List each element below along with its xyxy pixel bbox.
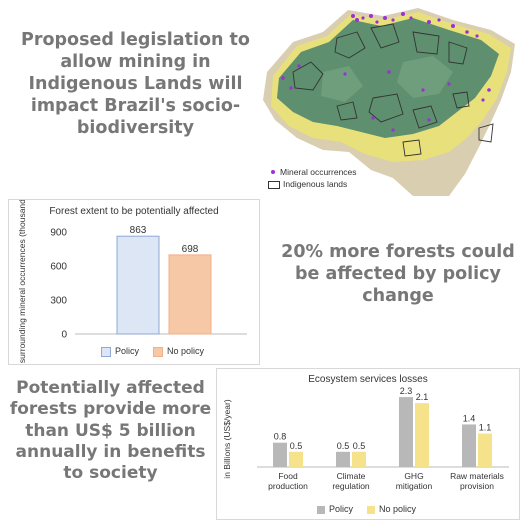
y-tick-label: 600 — [50, 262, 67, 273]
ecosystem-services-legend: Policy No policy — [317, 504, 416, 514]
map-image — [263, 8, 515, 196]
data-label: 0.8 — [274, 432, 287, 442]
x-tick-label: GHG — [404, 471, 423, 481]
data-label: 698 — [182, 244, 199, 255]
bar-no-policy — [168, 254, 212, 335]
bar-policy — [116, 235, 160, 335]
x-tick-label: mitigation — [396, 481, 433, 491]
bar-policy — [273, 442, 287, 467]
chart-title: Ecosystem services losses — [308, 374, 428, 385]
mineral-dot-icon — [271, 170, 275, 175]
bar-no-policy — [415, 403, 429, 467]
headline-benefits: Potentially affected forests provide mor… — [9, 378, 212, 483]
forest-extent-chart: Forest extent to be potentially affected… — [8, 199, 260, 365]
forest-extent-legend: Policy No policy — [101, 346, 204, 357]
y-axis-label: in Billions (US$/year) — [222, 399, 232, 479]
legend-policy: Policy — [101, 346, 139, 357]
y-tick-label: 300 — [50, 296, 67, 307]
bar-policy — [399, 397, 413, 467]
x-tick-label: regulation — [332, 481, 370, 491]
headline-legislation: Proposed legislation to allow mining in … — [21, 30, 250, 138]
data-label: 0.5 — [353, 441, 366, 451]
brazil-map — [253, 2, 521, 198]
x-tick-label: production — [268, 481, 308, 491]
bar-policy — [336, 451, 350, 467]
legend-no-policy: No policy — [153, 346, 204, 357]
y-tick-label: 0 — [61, 330, 67, 341]
headline-forests: 20% more forests could be affected by po… — [281, 242, 515, 306]
outline-box-icon — [268, 180, 280, 189]
x-tick-label: provision — [460, 481, 494, 491]
ecosystem-services-chart: Ecosystem services losses in Billions (U… — [216, 368, 520, 520]
data-label: 1.1 — [479, 423, 492, 433]
map-legend: Mineral occurrences Indigenous lands — [268, 166, 357, 190]
chart-title: Forest extent to be potentially affected — [49, 206, 219, 217]
map-legend-indigenous: Indigenous lands — [268, 178, 357, 190]
y-tick-label: 900 — [50, 228, 67, 239]
x-tick-label: Food — [278, 471, 298, 481]
bar-no-policy — [352, 451, 366, 467]
bar-no-policy — [478, 433, 492, 467]
x-tick-label: Climate — [337, 471, 366, 481]
data-label: 2.1 — [416, 392, 429, 402]
ecosystem-services-plot: in Billions (US$/year) 0.80.5Foodproducti… — [222, 386, 509, 491]
data-label: 0.5 — [337, 441, 350, 451]
legend-no-policy: No policy — [367, 504, 416, 514]
y-axis-label: 70km surrounding mineral occurrences (th… — [17, 200, 27, 364]
data-label: 1.4 — [463, 413, 476, 423]
data-label: 0.5 — [290, 441, 303, 451]
legend-policy: Policy — [317, 504, 353, 514]
data-label: 2.3 — [400, 386, 413, 396]
forest-extent-plot: 0 300 600 900 70km surrounding mineral occur… — [17, 200, 247, 364]
x-tick-label: Raw materials — [450, 471, 504, 481]
data-label: 863 — [130, 225, 147, 236]
bar-policy — [462, 424, 476, 467]
bar-no-policy — [289, 451, 303, 467]
map-legend-mineral: Mineral occurrences — [268, 166, 357, 178]
